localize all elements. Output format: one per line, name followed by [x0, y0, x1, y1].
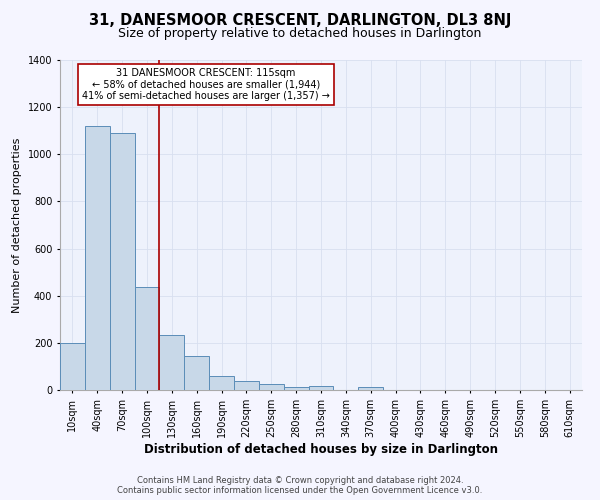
Bar — [284, 387, 308, 390]
Bar — [85, 126, 110, 390]
Bar — [160, 334, 184, 390]
Bar — [184, 356, 209, 390]
Bar — [259, 384, 284, 390]
Bar — [134, 288, 160, 390]
Bar — [209, 376, 234, 390]
Y-axis label: Number of detached properties: Number of detached properties — [12, 138, 22, 312]
Bar — [234, 381, 259, 390]
Text: 31 DANESMOOR CRESCENT: 115sqm
← 58% of detached houses are smaller (1,944)
41% o: 31 DANESMOOR CRESCENT: 115sqm ← 58% of d… — [82, 68, 330, 102]
Text: 31, DANESMOOR CRESCENT, DARLINGTON, DL3 8NJ: 31, DANESMOOR CRESCENT, DARLINGTON, DL3 … — [89, 12, 511, 28]
X-axis label: Distribution of detached houses by size in Darlington: Distribution of detached houses by size … — [144, 442, 498, 456]
Text: Size of property relative to detached houses in Darlington: Size of property relative to detached ho… — [118, 28, 482, 40]
Bar — [308, 386, 334, 390]
Bar — [110, 133, 134, 390]
Text: Contains HM Land Registry data © Crown copyright and database right 2024.
Contai: Contains HM Land Registry data © Crown c… — [118, 476, 482, 495]
Bar — [358, 387, 383, 390]
Bar — [60, 343, 85, 390]
